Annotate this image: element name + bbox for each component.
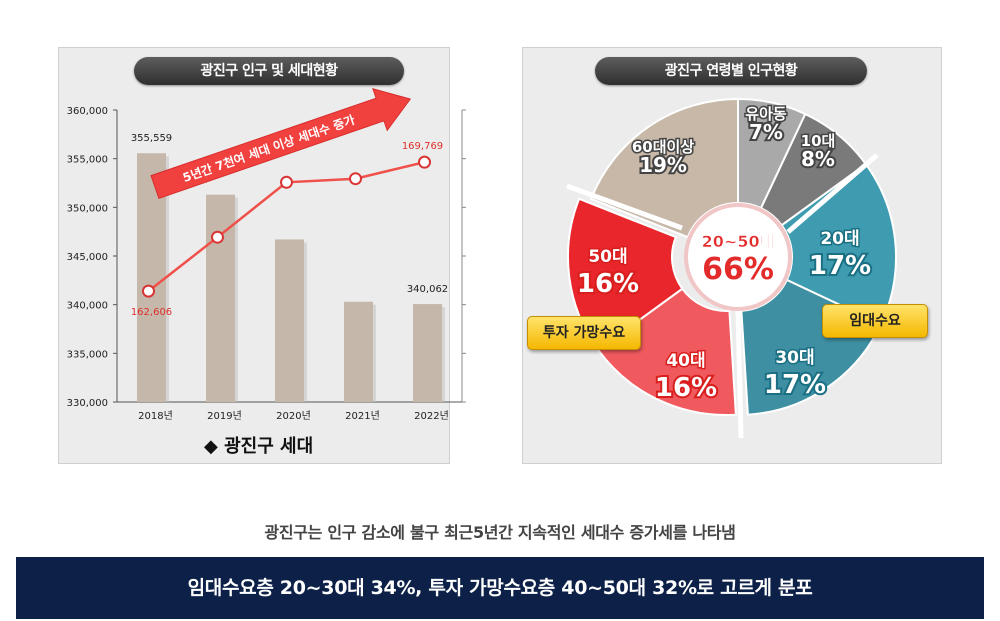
- growth-arrow-shape: [150, 87, 412, 199]
- pie-slice: [596, 287, 737, 416]
- slice-label: 유아동: [745, 105, 787, 123]
- slice-label: 30대: [775, 348, 814, 368]
- line-data-label: 169,769: [402, 141, 443, 152]
- slice-value-label: 16%: [655, 373, 717, 403]
- y-tick-label: 350,000: [67, 203, 108, 214]
- slice-value-label: 19%: [639, 153, 687, 177]
- line-point: [349, 172, 362, 186]
- bar-chart-legend: ◆ 광진구 세대: [204, 436, 314, 457]
- x-tick-label: 2020년: [276, 410, 311, 422]
- line-point: [211, 230, 224, 244]
- bar: [413, 304, 442, 402]
- slice-label: 10대: [801, 132, 836, 150]
- slice-value-label: 17%: [764, 370, 826, 400]
- y-tick-label: 355,000: [67, 155, 108, 166]
- pie-separator: [735, 309, 744, 439]
- pie-slice: [589, 97, 739, 239]
- y-tick-label: 335,000: [67, 349, 108, 360]
- pie-slice: [567, 197, 684, 352]
- bar-data-label: 355,559: [131, 133, 172, 144]
- rental-demand-tag: 임대수요: [822, 304, 928, 338]
- bar: [206, 194, 235, 402]
- y-tick-label: 345,000: [67, 252, 108, 263]
- slice-label: 40대: [666, 351, 705, 371]
- x-tick-label: 2019년: [207, 410, 242, 422]
- line-point: [280, 175, 293, 189]
- slice-value-label: 7%: [749, 120, 783, 144]
- growth-arrow: 5년간 7천여 세대 이상 세대수 증가: [150, 87, 412, 199]
- line-point: [142, 284, 155, 298]
- summary-banner: 임대수요층 20~30대 34%, 투자 가망수요층 40~50대 32%로 고…: [16, 557, 984, 619]
- slice-label: 50대: [588, 247, 627, 267]
- line-data-label: 162,606: [131, 307, 172, 318]
- bar: [275, 239, 304, 402]
- left-chart-title: 광진구 인구 및 세대현황: [134, 57, 404, 85]
- line-point: [418, 155, 431, 169]
- right-chart-title: 광진구 연령별 인구현황: [595, 57, 867, 85]
- center-label-value: 66%: [702, 252, 774, 287]
- bar-data-label: 340,062: [407, 284, 448, 295]
- x-tick-label: 2021년: [345, 410, 380, 422]
- bar: [344, 301, 373, 402]
- pie-separator: [786, 153, 879, 234]
- y-tick-label: 360,000: [67, 106, 108, 117]
- center-label-top: 20~50대: [702, 232, 775, 251]
- slice-label: 20대: [820, 229, 859, 249]
- pie-separator: [566, 183, 683, 231]
- y-tick-label: 330,000: [67, 398, 108, 409]
- growth-arrow-label: 5년간 7천여 세대 이상 세대수 증가: [181, 112, 357, 185]
- y-tick-label: 340,000: [67, 301, 108, 312]
- x-tick-label: 2022년: [414, 410, 449, 422]
- invest-demand-tag: 투자 가망수요: [527, 316, 641, 350]
- slice-value-label: 17%: [809, 251, 871, 281]
- slice-value-label: 16%: [577, 269, 639, 299]
- caption-text: 광진구는 인구 감소에 불구 최근5년간 지속적인 세대수 증가세를 나타냄: [264, 523, 736, 542]
- slice-label: 60대이상: [632, 138, 694, 156]
- x-tick-label: 2018년: [138, 410, 173, 422]
- pie-center: [684, 203, 792, 311]
- slice-value-label: 8%: [801, 147, 835, 171]
